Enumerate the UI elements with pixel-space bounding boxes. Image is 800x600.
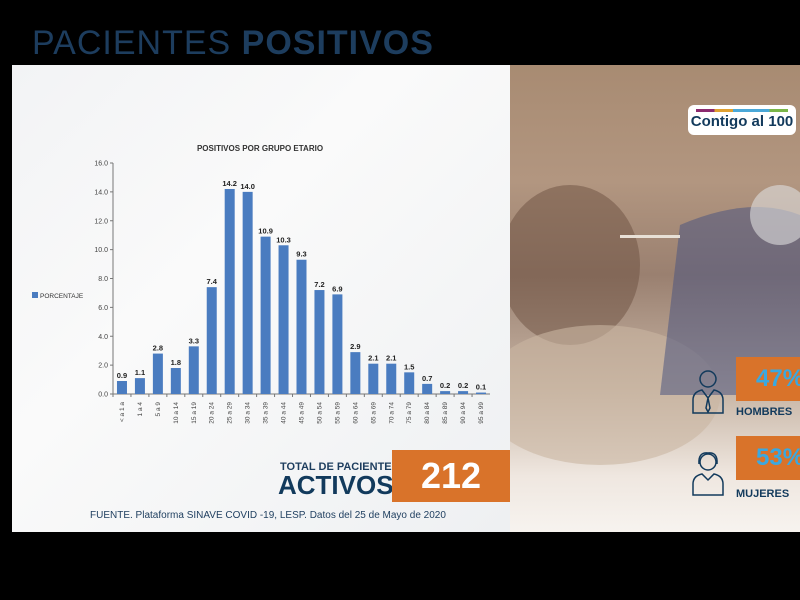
total-label-activos: ACTIVOS [278, 470, 394, 500]
y-tick-label: 12.0 [94, 218, 108, 225]
data-label: 2.1 [368, 354, 378, 363]
bar [242, 191, 253, 394]
x-tick-label: < a 1 a [119, 402, 126, 422]
y-tick-label: 16.0 [94, 161, 108, 168]
y-tick-label: 6.0 [98, 305, 108, 312]
x-tick-label: 50 a 54 [316, 402, 323, 424]
bar [386, 363, 397, 394]
data-label: 14.0 [240, 182, 255, 191]
data-label: 14.2 [222, 179, 237, 188]
total-value: 212 [392, 450, 510, 502]
x-tick-label: 35 a 39 [263, 402, 270, 424]
data-label: 0.2 [458, 381, 468, 390]
x-tick-label: 15 a 19 [191, 402, 198, 424]
women-label: MUJERES [736, 488, 790, 500]
bar [296, 259, 307, 394]
bar [188, 346, 199, 394]
x-tick-label: 1 a 4 [137, 402, 144, 417]
bar [404, 372, 415, 394]
swab-test-photo [510, 65, 800, 532]
legend-swatch [32, 292, 38, 298]
data-label: 0.7 [422, 374, 432, 383]
bar [458, 391, 469, 394]
data-label: 0.9 [117, 371, 127, 380]
x-tick-label: 65 a 69 [370, 402, 377, 424]
bar [134, 378, 145, 394]
bar [224, 188, 235, 394]
data-label: 2.8 [153, 344, 163, 353]
data-label: 2.9 [350, 342, 360, 351]
bar [350, 352, 361, 394]
bar [278, 245, 289, 394]
bar [260, 236, 271, 394]
data-label: 0.1 [476, 383, 486, 392]
source-note: FUENTE. Plataforma SINAVE COVID -19, LES… [90, 510, 446, 521]
x-tick-label: 5 a 9 [155, 402, 162, 417]
bar [314, 290, 325, 394]
data-label: 10.3 [276, 235, 291, 244]
data-label: 1.1 [135, 368, 145, 377]
x-tick-label: 90 a 94 [460, 402, 467, 424]
x-tick-label: 45 a 49 [299, 402, 306, 424]
data-label: 9.3 [296, 250, 306, 259]
bar [422, 383, 433, 394]
bar [476, 392, 487, 394]
bar [152, 353, 163, 394]
photo-figures [510, 185, 800, 465]
bar [440, 391, 451, 394]
x-tick-label: 95 a 99 [478, 402, 485, 424]
contigo-logo: Contigo al 100 [688, 105, 796, 135]
total-label: TOTAL DE PACIENTES [280, 461, 399, 473]
x-tick-label: 55 a 59 [334, 402, 341, 424]
data-label: 0.2 [440, 381, 450, 390]
x-tick-label: 80 a 84 [424, 402, 431, 424]
x-tick-label: 20 a 24 [209, 402, 216, 424]
bar [332, 294, 343, 394]
men-percentage: 47% [736, 357, 800, 401]
legend-label: PORCENTAJE [40, 293, 84, 300]
bar [116, 381, 127, 394]
data-label: 7.4 [207, 277, 218, 286]
x-tick-label: 85 a 89 [442, 402, 449, 424]
x-tick-label: 60 a 64 [352, 402, 359, 424]
data-label: 2.1 [386, 354, 396, 363]
y-tick-label: 8.0 [98, 276, 108, 283]
x-tick-label: 30 a 34 [245, 402, 252, 424]
data-label: 6.9 [332, 284, 342, 293]
man-icon [692, 370, 724, 414]
y-tick-label: 2.0 [98, 363, 108, 370]
page-title: PACIENTES POSITIVOS [32, 24, 434, 62]
men-label: HOMBRES [736, 406, 793, 418]
bar [170, 368, 181, 394]
chart-title: POSITIVOS POR GRUPO ETARIO [197, 144, 323, 153]
x-tick-label: 75 a 79 [406, 402, 413, 424]
y-tick-label: 10.0 [94, 247, 108, 254]
x-tick-label: 25 a 29 [227, 402, 234, 424]
data-label: 1.8 [171, 358, 181, 367]
y-tick-label: 14.0 [94, 189, 108, 196]
bar [206, 287, 217, 394]
y-tick-label: 4.0 [98, 334, 108, 341]
data-label: 7.2 [314, 280, 324, 289]
x-tick-label: 40 a 44 [281, 402, 288, 424]
data-label: 3.3 [189, 336, 199, 345]
women-percentage: 53% [736, 436, 800, 480]
woman-icon [692, 452, 724, 496]
x-tick-label: 70 a 74 [388, 402, 395, 424]
data-label: 10.9 [258, 227, 273, 236]
y-tick-label: 0.0 [98, 392, 108, 399]
x-tick-label: 10 a 14 [173, 402, 180, 424]
data-label: 1.5 [404, 362, 414, 371]
bar [368, 363, 379, 394]
